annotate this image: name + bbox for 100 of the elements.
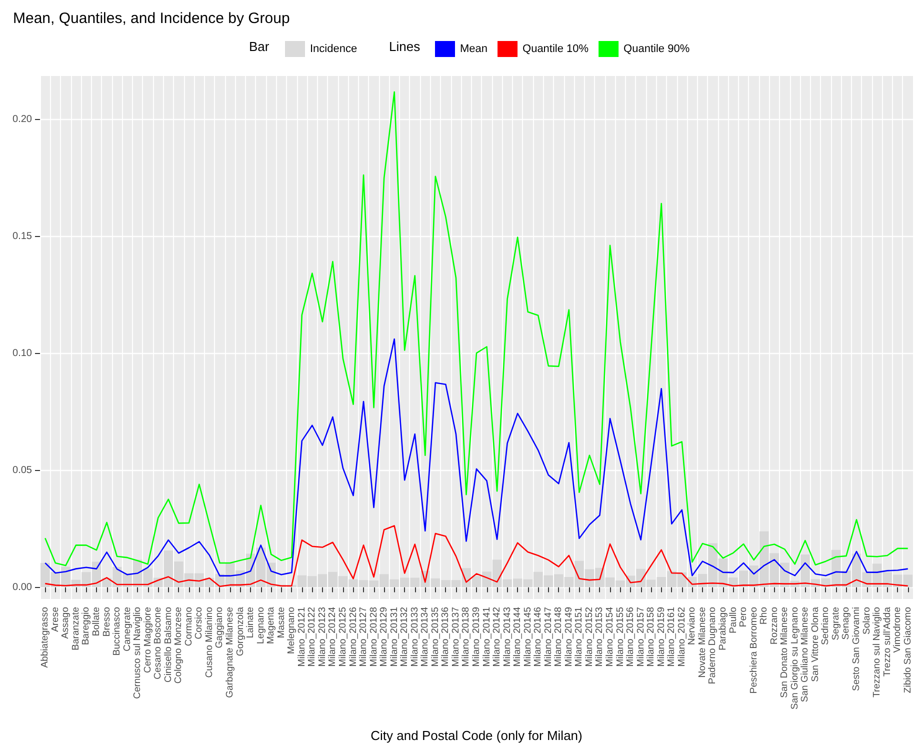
x-tick-label: Cinisello Balsamo	[162, 607, 174, 683]
x-tick-label: Milano_20156	[625, 607, 636, 667]
y-tick-label: 0.15	[12, 230, 32, 242]
x-tick-label: Masate	[276, 607, 287, 638]
x-tick-label: Trezzano sul Naviglio	[872, 607, 883, 698]
x-tick-label: Milano_20137	[450, 607, 462, 667]
x-tick-label: Milano_20146	[532, 607, 544, 667]
x-tick-label: Cesano Boscone	[152, 607, 164, 680]
line-series	[44, 338, 909, 576]
x-tick-label: Bareggio	[80, 607, 92, 646]
x-tick-label: Peschiera Borromeo	[748, 607, 760, 694]
x-tick-label: Milano_20126	[348, 607, 359, 667]
x-tick-label: Senago	[840, 607, 852, 640]
x-tick-label: Milano_20139	[471, 607, 482, 667]
y-tick-label: 0.05	[12, 464, 32, 476]
x-tick-label: Milano_20129	[378, 607, 390, 667]
legend-label: Quantile 90%	[624, 43, 690, 55]
x-tick-label: Milano_20133	[409, 607, 420, 667]
legend-label: Mean	[460, 43, 488, 55]
x-tick-label: Lainate	[245, 607, 256, 638]
x-tick-label: San Giuliano Milanese	[800, 607, 811, 702]
x-tick-label: Milano_20122	[306, 607, 318, 667]
x-tick-label: Milano_20136	[440, 607, 452, 667]
x-tick-label: Gorgonzola	[234, 606, 246, 656]
x-axis-title: City and Postal Code (only for Milan)	[370, 728, 582, 743]
x-tick-label: San Giorgio su Legnano	[789, 607, 800, 710]
x-tick-label: Milano_20157	[635, 607, 646, 667]
x-tick-label: Sedriano	[820, 607, 832, 646]
x-tick-label: Novate Milanese	[696, 607, 708, 678]
x-tick-label: Milano_20128	[368, 607, 380, 667]
x-tick-label: Legnano	[255, 607, 266, 644]
x-tick-label: Bresso	[101, 607, 112, 637]
x-tick-label: Cormano	[183, 607, 194, 646]
x-tick-label: Solaro	[861, 607, 872, 634]
x-tick-label: Assago	[60, 607, 72, 639]
x-tick-label: Segrate	[830, 607, 842, 640]
x-tick-label: Paullo	[728, 607, 739, 634]
x-tick-label: Canegrate	[122, 607, 133, 652]
y-tick-label: 0.20	[12, 114, 32, 125]
x-tick-label: Milano_20141	[481, 607, 492, 667]
legend-label: Quantile 10%	[522, 43, 589, 55]
x-tick-label: Abbiategrasso	[40, 607, 51, 668]
x-tick-label: Corsico	[194, 607, 205, 640]
x-tick-label: Milano_20147	[542, 607, 554, 667]
x-tick-label: Arese	[50, 607, 61, 632]
x-tick-label: Milano_20127	[358, 607, 370, 667]
x-tick-label: Milano_20161	[666, 607, 678, 667]
x-tick-label: San Vittore Olona	[810, 606, 821, 682]
x-tick-label: San Donato Milanese	[779, 607, 790, 698]
x-tick-label: Nerviano	[686, 607, 698, 646]
x-tick-label: Sesto San Giovanni	[851, 607, 862, 691]
x-tick-label: Zibido San Giacomo	[902, 607, 914, 694]
x-tick-label: Milano_20142	[492, 607, 503, 667]
x-tick-label: Milano_20154	[604, 607, 616, 667]
x-tick-label: Paderno Dugnano	[707, 607, 718, 684]
x-tick-label: Melegnano	[286, 607, 298, 654]
x-tick-label: Milano_20124	[327, 607, 338, 667]
text: Bar	[249, 39, 270, 54]
x-tick-label: Milano_20143	[502, 607, 513, 667]
x-tick-label: Pero	[738, 607, 750, 628]
x-tick-label: Rozzano	[768, 607, 780, 644]
x-tick-label: Milano_20134	[420, 607, 431, 667]
x-tick-label: Milano_20145	[522, 607, 534, 667]
x-tick-label: Milano_20152	[584, 607, 595, 667]
x-tick-label: Milano_20149	[563, 607, 574, 667]
x-tick-label: Milano_20155	[614, 607, 626, 667]
x-tick-label: Milano_20125	[337, 607, 348, 667]
y-tick-label: 0.10	[12, 348, 32, 359]
x-tick-label: Cerro Maggiore	[142, 607, 154, 673]
x-tick-label: Milano_20132	[399, 607, 410, 667]
line-series	[44, 525, 909, 588]
x-tick-label: Cologno Monzese	[173, 607, 184, 684]
x-tick-label: Parabiago	[717, 607, 728, 650]
x-tick-label: Milano_20123	[316, 607, 328, 667]
x-tick-label: Cusano Milanino	[204, 607, 215, 678]
x-tick-label: Milano_20153	[594, 607, 606, 667]
line-series	[44, 91, 909, 566]
x-tick-label: Milano_20131	[388, 607, 400, 667]
x-tick-label: Trezzo sull'Adda	[882, 606, 893, 677]
x-tick-label: Milano_20138	[460, 607, 472, 667]
x-tick-label: Vimodrone	[892, 607, 904, 653]
x-tick-label: Milano_20148	[553, 607, 564, 667]
chart-title: Mean, Quantiles, and Incidence by Group	[13, 10, 290, 27]
x-tick-label: Milano_20159	[656, 607, 667, 667]
x-tick-label: Magenta	[266, 606, 277, 644]
x-tick-label: Cernusco sul Naviglio	[132, 607, 144, 699]
x-tick-label: Bollate	[90, 607, 102, 636]
x-tick-label: Milano_20144	[512, 607, 524, 667]
x-tick-label: Buccinasco	[112, 607, 123, 656]
x-tick-label: Garbagnate Milanese	[224, 607, 236, 698]
x-tick-label: Milano_20158	[646, 607, 657, 667]
legend-title: Lines	[389, 39, 421, 54]
x-tick-label: Rho	[758, 607, 770, 624]
x-tick-label: Baranzate	[70, 607, 82, 650]
legend-label: Incidence	[310, 43, 358, 55]
x-tick-label: Milano_20151	[574, 607, 585, 667]
x-tick-label: Milano_20121	[296, 607, 308, 667]
x-tick-label: Milano_20162	[676, 607, 688, 667]
x-tick-label: Milano_20135	[430, 607, 441, 667]
x-tick-label: Gaggiano	[214, 607, 226, 648]
